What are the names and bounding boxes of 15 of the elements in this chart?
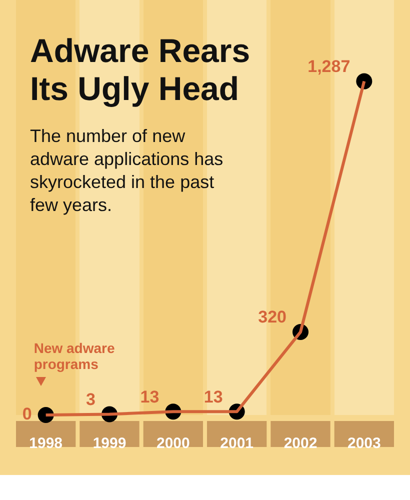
x-tick-label: 2000 xyxy=(156,435,190,452)
x-tick-label: 2001 xyxy=(220,435,254,452)
data-label: 1,287 xyxy=(308,56,350,76)
data-label: 3 xyxy=(86,390,96,409)
data-label: 13 xyxy=(204,387,223,406)
x-tick-label: 1998 xyxy=(29,435,63,452)
data-label: 0 xyxy=(22,404,32,424)
data-label: 320 xyxy=(258,308,286,327)
text: The number of new adware applications has skyrocketed in the past few years. xyxy=(30,125,224,217)
chart-title: Adware Rears Its Ugly Head xyxy=(30,32,252,108)
annotation: New adware programs xyxy=(34,340,115,372)
x-tick-label: 2002 xyxy=(284,435,318,452)
data-label: 13 xyxy=(140,387,160,406)
x-tick-label: 1999 xyxy=(92,435,126,452)
x-tick-label: 2003 xyxy=(347,435,381,452)
